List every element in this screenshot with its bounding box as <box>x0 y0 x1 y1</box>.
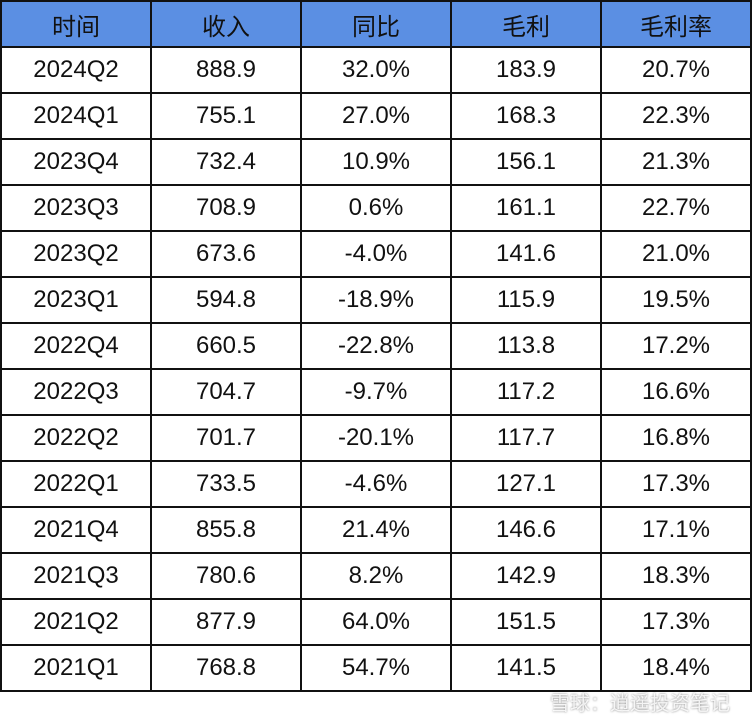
table-cell: -9.7% <box>300 368 452 416</box>
table-cell: 2021Q4 <box>0 506 152 554</box>
table-cell: 8.2% <box>300 552 452 600</box>
table-cell: 733.5 <box>150 460 302 508</box>
table-cell: 2022Q4 <box>0 322 152 370</box>
table-cell: 10.9% <box>300 138 452 186</box>
table-row: 2021Q4 855.8 21.4% 146.6 17.1% <box>0 506 752 554</box>
table-cell: 20.7% <box>600 46 752 94</box>
table-cell: 0.6% <box>300 184 452 232</box>
table-row: 2023Q2 673.6 -4.0% 141.6 21.0% <box>0 230 752 278</box>
table-cell: 708.9 <box>150 184 302 232</box>
table-row: 2022Q1 733.5 -4.6% 127.1 17.3% <box>0 460 752 508</box>
header-cell: 收入 <box>150 0 302 48</box>
table-cell: 17.3% <box>600 460 752 508</box>
table-cell: 115.9 <box>450 276 602 324</box>
table-cell: 64.0% <box>300 598 452 646</box>
table-cell: 21.4% <box>300 506 452 554</box>
table-cell: 151.5 <box>450 598 602 646</box>
table-cell: 2022Q2 <box>0 414 152 462</box>
table-cell: 54.7% <box>300 644 452 692</box>
table-cell: 22.3% <box>600 92 752 140</box>
table-cell: -4.6% <box>300 460 452 508</box>
table-cell: 732.4 <box>150 138 302 186</box>
table-cell: 146.6 <box>450 506 602 554</box>
table-cell: 142.9 <box>450 552 602 600</box>
table-cell: 2023Q4 <box>0 138 152 186</box>
table-row: 2021Q1 768.8 54.7% 141.5 18.4% <box>0 644 752 692</box>
table-row: 2024Q2 888.9 32.0% 183.9 20.7% <box>0 46 752 94</box>
table-cell: 768.8 <box>150 644 302 692</box>
table-cell: 701.7 <box>150 414 302 462</box>
table-cell: 17.1% <box>600 506 752 554</box>
table-cell: 27.0% <box>300 92 452 140</box>
table-cell: 18.3% <box>600 552 752 600</box>
table-cell: 117.7 <box>450 414 602 462</box>
table-cell: 2021Q3 <box>0 552 152 600</box>
table-row: 2021Q2 877.9 64.0% 151.5 17.3% <box>0 598 752 646</box>
table-cell: 161.1 <box>450 184 602 232</box>
table-cell: 113.8 <box>450 322 602 370</box>
table-cell: 32.0% <box>300 46 452 94</box>
table-cell: 2023Q3 <box>0 184 152 232</box>
header-cell: 同比 <box>300 0 452 48</box>
table-cell: 2022Q1 <box>0 460 152 508</box>
table-row: 2022Q3 704.7 -9.7% 117.2 16.6% <box>0 368 752 416</box>
header-cell: 时间 <box>0 0 152 48</box>
table-cell: -18.9% <box>300 276 452 324</box>
table-cell: 888.9 <box>150 46 302 94</box>
table-row: 2023Q3 708.9 0.6% 161.1 22.7% <box>0 184 752 232</box>
table-cell: 117.2 <box>450 368 602 416</box>
table-cell: 855.8 <box>150 506 302 554</box>
table-cell: 21.0% <box>600 230 752 278</box>
table-cell: 2023Q2 <box>0 230 152 278</box>
header-cell: 毛利 <box>450 0 602 48</box>
table-cell: 168.3 <box>450 92 602 140</box>
table-row: 2023Q4 732.4 10.9% 156.1 21.3% <box>0 138 752 186</box>
table-cell: 19.5% <box>600 276 752 324</box>
table-cell: -22.8% <box>300 322 452 370</box>
data-table: 时间 收入 同比 毛利 毛利率 2024Q2 888.9 32.0% 183.9 20.7% 20… <box>0 0 752 692</box>
table-cell: 780.6 <box>150 552 302 600</box>
table-cell: 673.6 <box>150 230 302 278</box>
table-cell: 18.4% <box>600 644 752 692</box>
table-cell: 16.6% <box>600 368 752 416</box>
table-cell: 2021Q1 <box>0 644 152 692</box>
table-row: 2022Q4 660.5 -22.8% 113.8 17.2% <box>0 322 752 370</box>
table-row: 2023Q1 594.8 -18.9% 115.9 19.5% <box>0 276 752 324</box>
table-cell: 660.5 <box>150 322 302 370</box>
table-cell: 21.3% <box>600 138 752 186</box>
table-cell: 594.8 <box>150 276 302 324</box>
table-cell: 141.5 <box>450 644 602 692</box>
table-cell: 2021Q2 <box>0 598 152 646</box>
table-cell: 704.7 <box>150 368 302 416</box>
watermark: 雪球：逍遥投资笔记 <box>550 693 730 715</box>
table-cell: -20.1% <box>300 414 452 462</box>
table-body: 2024Q2 888.9 32.0% 183.9 20.7% 2024Q1 755.1 27.… <box>0 46 752 692</box>
table-cell: 17.2% <box>600 322 752 370</box>
table-cell: 2023Q1 <box>0 276 152 324</box>
table-cell: 183.9 <box>450 46 602 94</box>
table-cell: 2022Q3 <box>0 368 152 416</box>
table-cell: 17.3% <box>600 598 752 646</box>
table-cell: 2024Q1 <box>0 92 152 140</box>
table-cell: 16.8% <box>600 414 752 462</box>
table-row: 2022Q2 701.7 -20.1% 117.7 16.8% <box>0 414 752 462</box>
table-cell: 877.9 <box>150 598 302 646</box>
table-cell: 156.1 <box>450 138 602 186</box>
table-cell: 127.1 <box>450 460 602 508</box>
header-row: 时间 收入 同比 毛利 毛利率 <box>0 0 752 48</box>
table-cell: 2024Q2 <box>0 46 152 94</box>
table-row: 2021Q3 780.6 8.2% 142.9 18.3% <box>0 552 752 600</box>
header-cell: 毛利率 <box>600 0 752 48</box>
table-cell: 141.6 <box>450 230 602 278</box>
table-cell: 755.1 <box>150 92 302 140</box>
table-cell: 22.7% <box>600 184 752 232</box>
table-row: 2024Q1 755.1 27.0% 168.3 22.3% <box>0 92 752 140</box>
table-cell: -4.0% <box>300 230 452 278</box>
